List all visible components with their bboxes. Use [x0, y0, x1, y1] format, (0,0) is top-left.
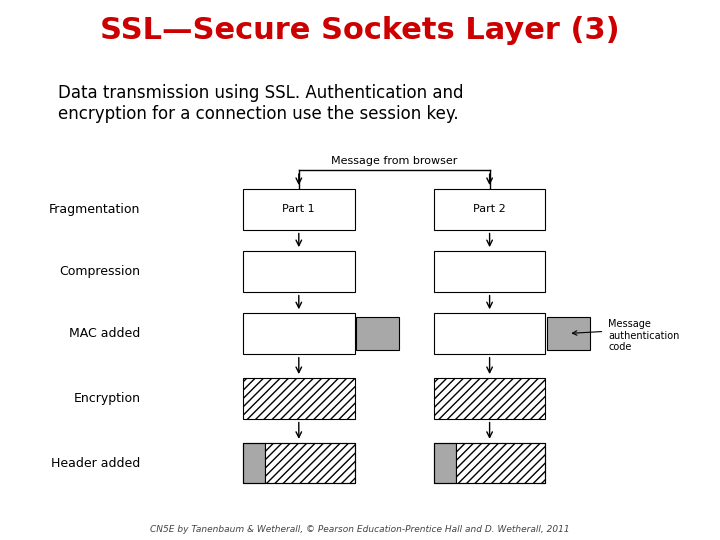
Bar: [433, 189, 546, 230]
Bar: [243, 443, 265, 483]
Bar: [243, 313, 354, 354]
Text: Part 2: Part 2: [473, 204, 506, 214]
Text: Encryption: Encryption: [73, 392, 140, 405]
Text: Part 1: Part 1: [282, 204, 315, 214]
Text: encryption for a connection use the session key.: encryption for a connection use the sess…: [58, 105, 458, 123]
Bar: [243, 189, 354, 230]
Text: Compression: Compression: [60, 265, 140, 278]
Bar: [433, 443, 546, 483]
Text: Message from browser: Message from browser: [331, 156, 457, 166]
Text: Fragmentation: Fragmentation: [49, 202, 140, 216]
Text: Data transmission using SSL. Authentication and: Data transmission using SSL. Authenticat…: [58, 84, 463, 102]
Bar: [456, 443, 546, 483]
Bar: [433, 378, 546, 419]
Text: SSL—Secure Sockets Layer (3): SSL—Secure Sockets Layer (3): [100, 16, 620, 45]
Bar: [243, 251, 354, 292]
Text: CN5E by Tanenbaum & Wetherall, © Pearson Education-Prentice Hall and D. Wetheral: CN5E by Tanenbaum & Wetherall, © Pearson…: [150, 524, 570, 534]
Bar: [547, 317, 590, 350]
Bar: [433, 313, 546, 354]
Bar: [433, 443, 456, 483]
Text: Header added: Header added: [51, 456, 140, 470]
Bar: [356, 317, 399, 350]
Bar: [265, 443, 354, 483]
Bar: [243, 443, 354, 483]
Text: Message
authentication
code: Message authentication code: [608, 319, 680, 353]
Bar: [243, 378, 354, 419]
Text: MAC added: MAC added: [69, 327, 140, 340]
Bar: [433, 251, 546, 292]
